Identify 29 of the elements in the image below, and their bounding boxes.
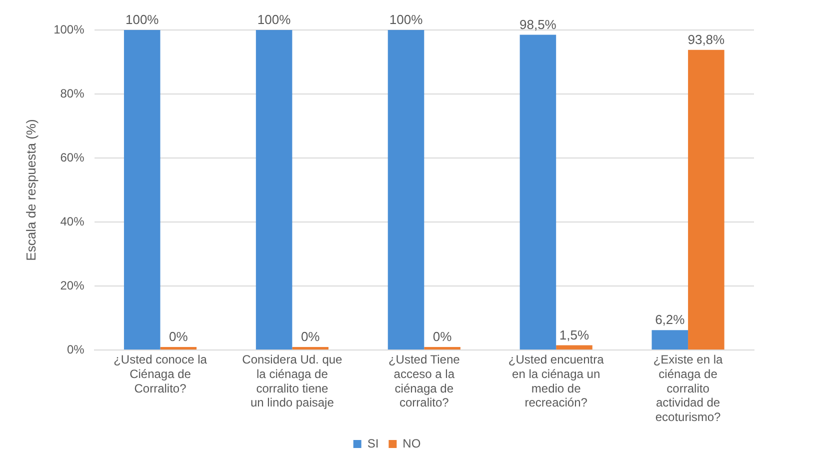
- data-label: 100%: [389, 12, 424, 28]
- data-label: 0%: [300, 329, 320, 344]
- bar: [388, 30, 424, 350]
- y-tick-label: 60%: [60, 150, 85, 164]
- bar: [256, 30, 292, 350]
- x-tick-label: ¿Usted encuentra en la ciénaga un medio de recreación?: [508, 352, 604, 410]
- bar: [688, 50, 724, 350]
- data-label: 100%: [125, 12, 160, 28]
- x-tick-label: Considera Ud. que la ciénaga de corralito tiene un lindo paisaje: [242, 352, 343, 410]
- x-tick-label: ¿Existe en la ciénaga de corralito actividad de ecoturismo?: [653, 352, 724, 424]
- data-label: 6,2%: [655, 312, 686, 328]
- data-label: 0%: [432, 329, 452, 344]
- data-label: 0%: [169, 329, 188, 344]
- bar: [124, 30, 160, 350]
- data-label: 93,8%: [688, 32, 726, 47]
- y-tick-label: 0%: [66, 342, 85, 356]
- data-label: 1,5%: [559, 327, 590, 342]
- legend-label: SI: [367, 436, 379, 450]
- data-label: 100%: [257, 12, 292, 28]
- y-tick-label: 100%: [54, 22, 85, 36]
- y-tick-label: 40%: [60, 214, 85, 228]
- x-tick-label: ¿Usted Tiene acceso a la ciénaga de corralito?: [388, 352, 460, 410]
- y-axis-title: Escala de respuesta (%): [23, 119, 38, 261]
- legend-label: NO: [402, 436, 421, 450]
- bar: [520, 34, 556, 350]
- y-tick-label: 80%: [60, 86, 85, 100]
- y-tick-label: 20%: [60, 278, 85, 292]
- data-label: 98,5%: [520, 16, 557, 32]
- x-tick-label: ¿Usted conoce la Ciénaga de Corralito?: [114, 352, 208, 396]
